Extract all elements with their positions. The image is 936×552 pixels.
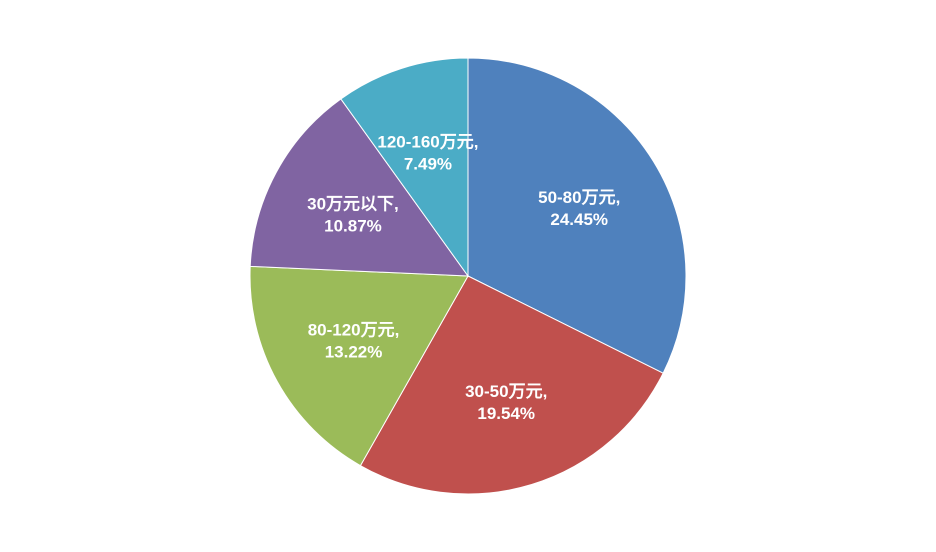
pie-slice bbox=[340, 57, 469, 278]
data-label: 50-80万元, 24.45% bbox=[538, 188, 620, 229]
data-label: 30万元以下, 10.87% bbox=[307, 195, 399, 236]
data-label: 120-160万元, 7.49% bbox=[377, 132, 478, 173]
pie-slice bbox=[249, 265, 469, 467]
data-label: 80-120万元, 13.22% bbox=[308, 320, 400, 361]
pie-slice bbox=[359, 275, 664, 495]
data-label: 30-50万元, 19.54% bbox=[465, 382, 547, 423]
pie-slice bbox=[249, 98, 470, 277]
pie-slice bbox=[467, 57, 687, 374]
